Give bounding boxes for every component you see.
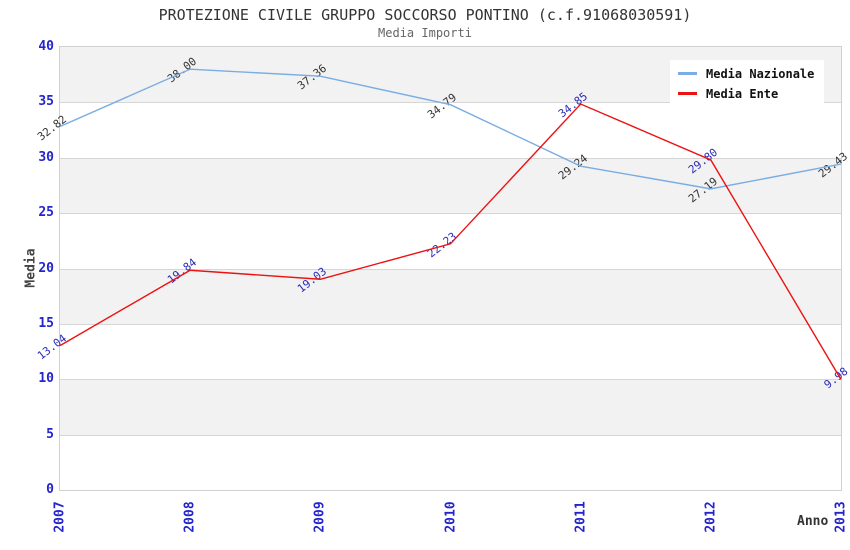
legend-label: Media Ente	[706, 86, 779, 101]
plot-band	[60, 434, 841, 490]
y-tick-label: 5	[46, 426, 54, 442]
x-tick-label: 2010	[443, 501, 458, 533]
legend-line-swatch	[678, 72, 697, 75]
series-lines	[59, 68, 842, 380]
y-tick-label: 20	[38, 260, 54, 276]
plot-band	[60, 102, 841, 158]
gridline	[60, 268, 841, 270]
plot-band	[60, 268, 841, 324]
legend-label: Media Nazionale	[706, 66, 815, 81]
y-tick-label: 15	[38, 315, 54, 331]
line-media-ente	[59, 103, 842, 380]
x-tick-label: 2013	[833, 501, 849, 533]
legend-line-swatch	[678, 92, 697, 95]
x-tick-label: 2009	[312, 501, 328, 533]
legend: Media Nazionale Media Ente	[670, 60, 825, 108]
gridline	[60, 379, 841, 381]
legend-entry: Media Nazionale	[678, 65, 814, 82]
chart-title: PROTEZIONE CIVILE GRUPPO SOCCORSO PONTIN…	[158, 6, 692, 24]
chart-subtitle: Media Importi	[378, 26, 472, 40]
plot-band	[60, 157, 841, 214]
x-axis-title: Anno	[797, 514, 829, 529]
y-tick-label: 25	[38, 205, 54, 221]
gridline	[60, 157, 841, 159]
plot-band	[60, 213, 841, 269]
x-tick-label: 2012	[703, 501, 719, 533]
plot-band	[60, 379, 841, 435]
gridline	[60, 213, 841, 215]
y-tick-label: 10	[38, 371, 54, 387]
x-tick-label: 2011	[573, 501, 589, 533]
gridline	[60, 434, 841, 436]
legend-entry: Media Ente	[678, 85, 814, 102]
plot-area: 0 5 10 15 20 25 30 35 40 2007 2008 2009 2010 2011 2012…	[35, 39, 850, 533]
y-tick-label: 40	[38, 39, 54, 54]
line-media-nazionale	[59, 68, 842, 190]
x-tick-label: 2008	[182, 501, 198, 533]
x-tick-label: 2007	[52, 501, 68, 533]
plot-band	[60, 323, 841, 380]
y-tick-label: 0	[46, 482, 54, 497]
gridline	[60, 323, 841, 325]
gridline	[60, 102, 841, 104]
y-tick-label: 30	[38, 149, 54, 165]
y-tick-label: 35	[38, 94, 54, 110]
